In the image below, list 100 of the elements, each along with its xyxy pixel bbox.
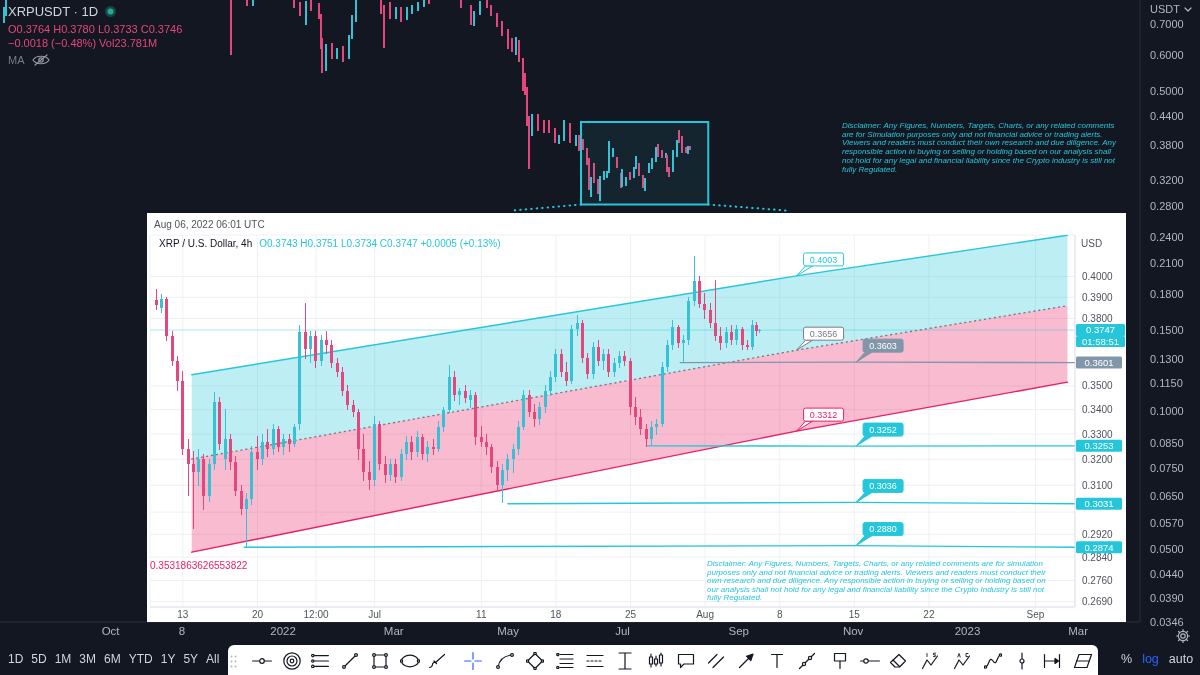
candlestick bbox=[224, 408, 227, 471]
candlestick bbox=[648, 162, 650, 174]
candlestick bbox=[645, 423, 648, 448]
candlestick bbox=[607, 348, 610, 378]
candlestick bbox=[330, 339, 333, 369]
candlestick bbox=[576, 314, 579, 337]
candlestick bbox=[282, 433, 285, 456]
candlestick bbox=[741, 326, 744, 351]
candlestick bbox=[341, 366, 344, 397]
candlestick bbox=[426, 440, 429, 463]
annotation: Disclaimer: Any Figures, Numbers, Targets, Charts, or any related comments are for Simulation purposes only and not financial advice or trading alerts. Viewers and readers must conduct their own research and due diligence. Any responsible action in buying or selling or holding based on our analysis shall not hold for any legal and financial liability since the Crypto industry is still not fully Regulated. bbox=[842, 121, 1116, 174]
candlestick bbox=[625, 176, 627, 187]
candlestick bbox=[554, 127, 556, 144]
candlestick bbox=[612, 147, 614, 158]
y-tick-label: 0.3200 bbox=[1082, 453, 1114, 465]
candlestick bbox=[187, 438, 190, 497]
x-tick-label: 8 bbox=[776, 609, 783, 620]
candlestick bbox=[342, 45, 344, 63]
candlestick bbox=[486, 0, 488, 9]
data-label: 0.3036 bbox=[869, 481, 897, 492]
x-tick-label: 22 bbox=[923, 609, 935, 620]
candlestick bbox=[336, 357, 339, 378]
y-tick-label: 0.2800 bbox=[1150, 200, 1184, 213]
candlestick bbox=[410, 435, 413, 461]
candlestick bbox=[548, 119, 550, 134]
candlestick bbox=[650, 420, 653, 446]
candlestick bbox=[698, 275, 701, 309]
y-tick-label: 0.0500 bbox=[1150, 542, 1184, 555]
y-tick-label: 0.2920 bbox=[1082, 528, 1114, 540]
chart-title: XRP / U.S. Dollar, 4h bbox=[159, 238, 253, 249]
y-tick-label: 0.4000 bbox=[1082, 271, 1114, 283]
y-tick-label: 0.0650 bbox=[1150, 490, 1184, 503]
candlestick bbox=[593, 162, 595, 184]
candlestick bbox=[442, 406, 445, 433]
candlestick bbox=[240, 484, 243, 516]
candlestick bbox=[384, 455, 387, 484]
x-tick-label: 15 bbox=[848, 609, 861, 620]
candlestick bbox=[554, 348, 557, 383]
text: O0.3764 H0.3780 L0.3733 C0.3746 −0.0018 (−0.48%) Vol23.781M bbox=[8, 23, 183, 49]
x-tick-label: 2023 bbox=[954, 625, 981, 637]
text: 6M bbox=[104, 652, 121, 666]
data-label: 0.4003 bbox=[809, 254, 838, 265]
candlestick bbox=[582, 138, 584, 151]
candlestick bbox=[346, 384, 349, 411]
candlestick bbox=[470, 4, 472, 26]
candlestick bbox=[192, 450, 195, 530]
candlestick bbox=[560, 348, 563, 378]
candlestick bbox=[479, 0, 481, 16]
x-tick-label: Jul bbox=[615, 625, 630, 637]
candlestick bbox=[304, 302, 307, 360]
candlestick bbox=[613, 357, 616, 378]
candlestick bbox=[293, 423, 296, 448]
y-tick-label: 0.2400 bbox=[1150, 230, 1184, 243]
candlestick bbox=[261, 433, 264, 466]
data-label: 0.3031 bbox=[1084, 498, 1114, 510]
y-tick-label: 0.0850 bbox=[1150, 437, 1184, 450]
candlestick bbox=[400, 448, 403, 482]
candlestick bbox=[277, 425, 280, 453]
candlestick bbox=[368, 460, 371, 491]
candlestick bbox=[515, 36, 517, 56]
candlestick bbox=[602, 348, 605, 371]
candlestick bbox=[160, 293, 163, 314]
annotation: 01:58:51 bbox=[1082, 336, 1119, 348]
candlestick bbox=[423, 0, 425, 8]
chart-subtitle: O0.3743 H0.3751 L0.3734 C0.3747 +0.0005 (+0.13%) bbox=[259, 238, 501, 249]
candlestick bbox=[405, 435, 408, 461]
candlestick bbox=[331, 42, 333, 60]
y-tick-label: 0.3200 bbox=[1150, 173, 1184, 186]
y-tick-label: 0.1800 bbox=[1150, 287, 1184, 300]
candlestick bbox=[272, 423, 275, 456]
candlestick bbox=[266, 428, 269, 458]
candlestick bbox=[394, 458, 397, 484]
candlestick bbox=[666, 339, 669, 373]
text: 3M bbox=[79, 652, 97, 666]
x-tick-label: Nov bbox=[842, 625, 864, 637]
candlestick bbox=[518, 39, 520, 63]
data-label: 0.3253 bbox=[1084, 440, 1114, 452]
candlestick bbox=[501, 20, 503, 37]
candlestick bbox=[411, 4, 413, 15]
candlestick bbox=[176, 355, 179, 392]
candlestick bbox=[714, 279, 717, 342]
data-label: 0.3603 bbox=[869, 340, 897, 351]
candlestick bbox=[197, 448, 200, 487]
candlestick bbox=[543, 119, 545, 134]
candlestick bbox=[490, 443, 493, 474]
candlestick bbox=[533, 403, 536, 428]
candlestick bbox=[325, 43, 327, 72]
x-tick-label: 20 bbox=[251, 609, 264, 620]
x-tick-label: Mar bbox=[1068, 625, 1089, 637]
y-axis-title: USDT bbox=[1150, 3, 1180, 15]
candlestick bbox=[501, 463, 504, 504]
y-tick-label: 0.2100 bbox=[1150, 257, 1184, 270]
candlestick bbox=[651, 157, 653, 170]
candlestick bbox=[558, 134, 560, 145]
candlestick bbox=[355, 0, 357, 23]
candlestick bbox=[578, 134, 580, 152]
candlestick bbox=[229, 433, 232, 471]
candlestick bbox=[506, 453, 509, 482]
data-label: 0.3656 bbox=[809, 328, 838, 339]
candlestick bbox=[544, 384, 547, 414]
